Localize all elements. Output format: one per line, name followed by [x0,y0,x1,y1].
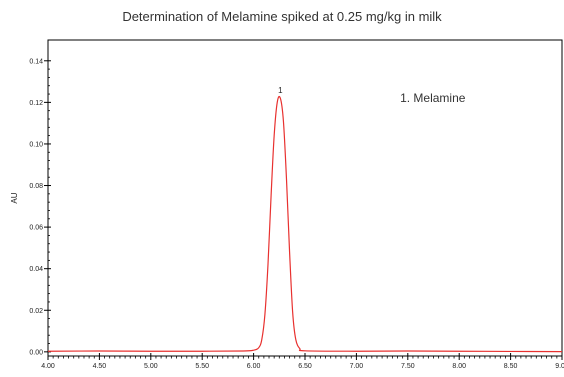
series-line-melamine [47,95,563,353]
y-axis-ticks: 0.00 0.02 0.04 0.06 0.08 0.10 0.12 0.14 [29,58,51,356]
y-tick-label: 0.02 [29,308,43,315]
x-tick-label: 6.00 [247,363,261,370]
y-tick-label: 0.06 [29,225,43,232]
x-tick-label: 6.50 [298,363,312,370]
x-tick-label: 5.50 [195,363,209,370]
x-tick-label: 9.00 [555,363,564,370]
peak-label: 1 [278,86,283,95]
chart-title: Determination of Melamine spiked at 0.25… [122,9,442,24]
legend-entry: 1. Melamine [400,91,466,105]
x-tick-label: 7.50 [401,363,415,370]
y-axis-label: AU [10,192,19,203]
y-tick-label: 0.14 [29,58,43,65]
x-tick-label: 5.00 [144,363,158,370]
y-tick-label: 0.12 [29,100,43,107]
x-axis-ticks: 4.00 4.50 5.00 5.50 6.00 6.50 7.00 7.50 8.00 8.50… [41,353,564,370]
y-tick-label: 0.00 [29,349,43,356]
y-tick-label: 0.08 [29,183,43,190]
x-tick-label: 8.00 [452,363,466,370]
x-tick-label: 4.00 [41,363,55,370]
x-tick-label: 7.00 [350,363,364,370]
plot-frame [47,39,563,357]
x-tick-label: 4.50 [93,363,107,370]
y-tick-label: 0.04 [29,266,43,273]
y-tick-label: 0.10 [29,141,43,148]
x-tick-label: 8.50 [504,363,518,370]
